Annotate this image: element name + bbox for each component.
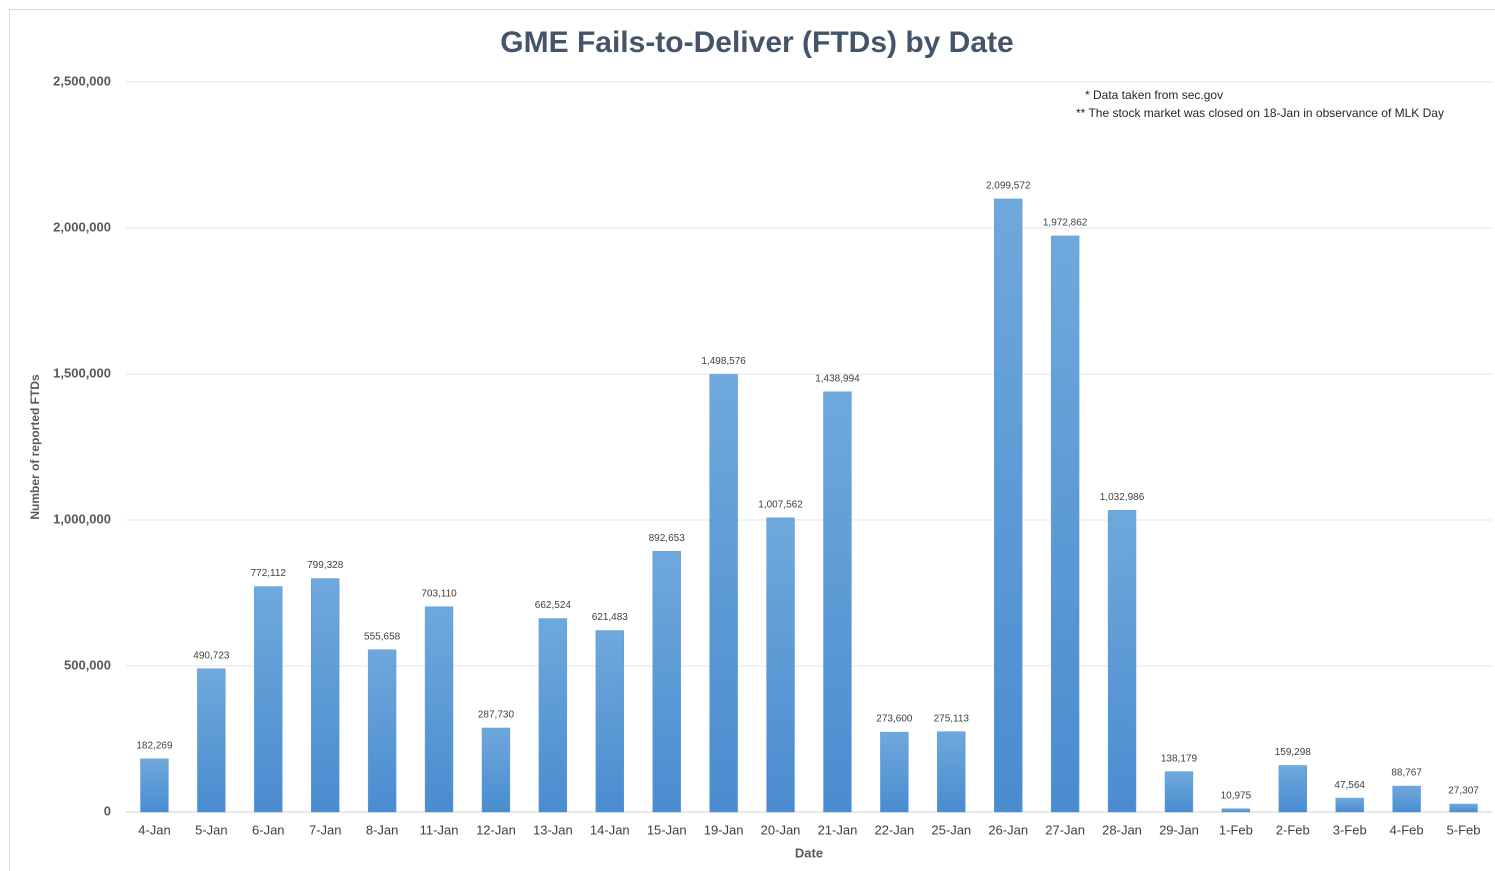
x-tick-label: 7-Jan <box>309 822 342 837</box>
x-tick-label: 22-Jan <box>875 822 915 837</box>
bar <box>937 731 966 813</box>
data-label: 662,524 <box>535 600 572 611</box>
y-tick-label: 1,500,000 <box>53 365 111 380</box>
data-label: 703,110 <box>421 588 457 599</box>
bar <box>652 551 681 813</box>
data-label: 1,972,862 <box>1043 218 1088 229</box>
bar <box>197 668 226 813</box>
bar <box>1164 771 1194 813</box>
bar <box>1107 510 1137 813</box>
data-label: 10,975 <box>1221 790 1252 801</box>
bar <box>140 758 169 813</box>
bar <box>595 630 624 813</box>
x-tick-label: 19-Jan <box>704 822 744 837</box>
bar <box>766 517 795 813</box>
bar <box>994 198 1023 813</box>
x-tick-label: 21-Jan <box>818 822 858 837</box>
x-tick-label: 2-Feb <box>1276 822 1310 837</box>
data-label: 138,179 <box>1161 753 1198 764</box>
data-label: 1,032,986 <box>1100 492 1145 503</box>
x-tick-label: 20-Jan <box>761 822 801 837</box>
bar <box>1050 235 1080 813</box>
data-label: 1,007,562 <box>758 499 803 510</box>
data-label: 892,653 <box>649 533 686 544</box>
bar <box>709 374 738 813</box>
bar <box>538 618 568 813</box>
y-tick-label: 2,500,000 <box>53 73 111 88</box>
x-tick-label: 11-Jan <box>420 822 459 837</box>
y-tick-label: 500,000 <box>64 657 111 672</box>
chart-border <box>9 9 1495 871</box>
x-tick-label: 1-Feb <box>1219 822 1253 837</box>
y-tick-label: 1,000,000 <box>53 511 111 526</box>
y-tick-label: 0 <box>104 803 111 818</box>
data-label: 159,298 <box>1275 747 1312 758</box>
note: * Data taken from sec.gov <box>1085 88 1223 102</box>
data-label: 555,658 <box>364 631 401 642</box>
x-tick-label: 5-Feb <box>1447 822 1481 837</box>
bar <box>1221 808 1251 813</box>
x-tick-label: 15-Jan <box>647 822 687 837</box>
data-label: 1,498,576 <box>701 356 746 367</box>
x-tick-label: 14-Jan <box>590 822 630 837</box>
bar <box>367 649 397 813</box>
chart-title: GME Fails-to-Deliver (FTDs) by Date <box>500 26 1013 59</box>
data-label: 47,564 <box>1334 780 1365 791</box>
bar <box>1335 797 1364 813</box>
bar <box>823 391 852 813</box>
note: ** The stock market was closed on 18-Jan… <box>1076 106 1444 120</box>
data-label: 88,767 <box>1391 768 1422 779</box>
bar <box>254 586 283 813</box>
x-axis-label: Date <box>795 845 823 860</box>
data-label: 273,600 <box>876 714 913 725</box>
bar <box>1449 803 1478 813</box>
bar <box>424 606 454 813</box>
x-tick-label: 5-Jan <box>195 822 228 837</box>
x-tick-label: 26-Jan <box>988 822 1028 837</box>
x-tick-label: 28-Jan <box>1102 822 1142 837</box>
bar <box>481 727 511 813</box>
data-label: 287,730 <box>478 710 515 721</box>
y-axis-label: Number of reported FTDs <box>28 374 42 520</box>
x-tick-label: 8-Jan <box>366 822 399 837</box>
data-label: 2,099,572 <box>986 181 1031 192</box>
data-label: 1,438,994 <box>815 373 860 384</box>
x-tick-label: 4-Feb <box>1390 822 1424 837</box>
x-tick-label: 29-Jan <box>1159 822 1199 837</box>
x-tick-label: 27-Jan <box>1045 822 1085 837</box>
x-tick-label: 3-Feb <box>1333 822 1367 837</box>
x-tick-label: 12-Jan <box>476 822 516 837</box>
x-tick-label: 6-Jan <box>252 822 285 837</box>
data-label: 27,307 <box>1448 786 1479 797</box>
data-label: 490,723 <box>193 650 230 661</box>
data-label: 799,328 <box>307 560 344 571</box>
x-tick-label: 25-Jan <box>931 822 971 837</box>
y-tick-label: 2,000,000 <box>53 219 111 234</box>
data-label: 621,483 <box>592 612 629 623</box>
bar <box>880 731 909 813</box>
bar <box>1392 785 1421 813</box>
x-tick-label: 4-Jan <box>138 822 171 837</box>
bar <box>311 578 340 813</box>
bar <box>1278 765 1307 813</box>
x-tick-label: 13-Jan <box>533 822 573 837</box>
data-label: 182,269 <box>136 740 173 751</box>
data-label: 772,112 <box>251 568 287 579</box>
data-label: 275,113 <box>934 713 970 724</box>
